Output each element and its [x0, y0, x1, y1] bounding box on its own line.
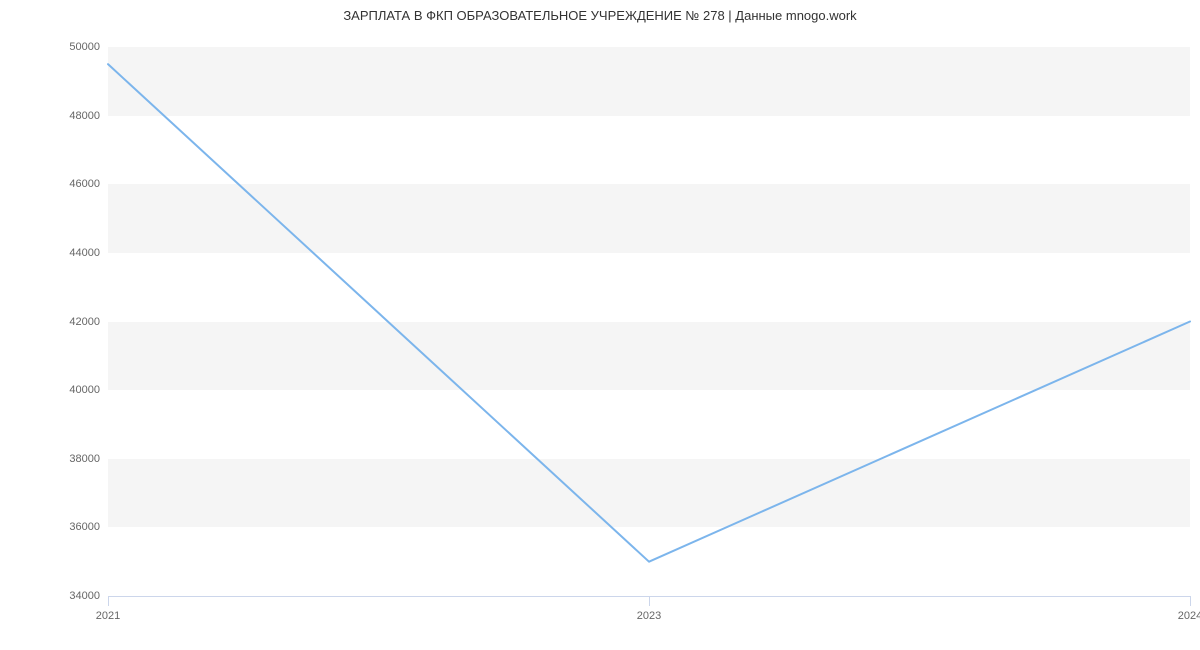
- y-axis-label: 40000: [40, 384, 100, 396]
- x-axis-label: 2023: [637, 610, 661, 622]
- line-series: [108, 47, 1190, 596]
- y-axis-label: 46000: [40, 178, 100, 190]
- y-axis-label: 36000: [40, 521, 100, 533]
- chart-title: ЗАРПЛАТА В ФКП ОБРАЗОВАТЕЛЬНОЕ УЧРЕЖДЕНИ…: [0, 8, 1200, 23]
- y-axis-label: 42000: [40, 316, 100, 328]
- salary-chart: ЗАРПЛАТА В ФКП ОБРАЗОВАТЕЛЬНОЕ УЧРЕЖДЕНИ…: [0, 0, 1200, 650]
- x-axis-tick: [649, 596, 650, 606]
- y-axis-label: 48000: [40, 110, 100, 122]
- x-axis-tick: [108, 596, 109, 606]
- y-axis-label: 50000: [40, 41, 100, 53]
- y-axis-label: 44000: [40, 247, 100, 259]
- x-axis-tick: [1190, 596, 1191, 606]
- x-axis-label: 2021: [96, 610, 120, 622]
- plot-area: 3400036000380004000042000440004600048000…: [108, 47, 1190, 596]
- y-axis-label: 38000: [40, 453, 100, 465]
- y-axis-label: 34000: [40, 590, 100, 602]
- x-axis-label: 2024: [1178, 610, 1200, 622]
